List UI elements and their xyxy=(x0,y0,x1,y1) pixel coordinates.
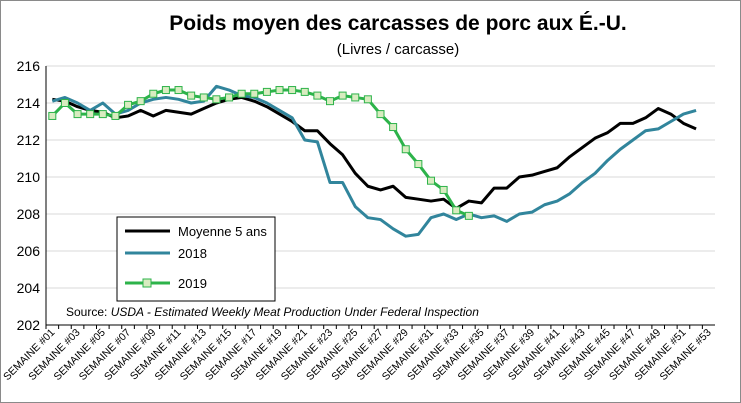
point-2019-16 xyxy=(237,89,246,98)
point-2019-19 xyxy=(275,86,284,95)
y-tick-label-214: 214 xyxy=(17,95,41,111)
point-2019-20 xyxy=(288,86,297,95)
legend-label-2018: 2018 xyxy=(178,246,207,261)
y-tick-label-202: 202 xyxy=(17,317,41,333)
series-group xyxy=(48,84,697,238)
point-2019-13 xyxy=(199,93,208,102)
y-tick-label-210: 210 xyxy=(17,169,41,185)
point-2019-4 xyxy=(86,110,95,119)
point-2019-12 xyxy=(187,91,196,100)
point-2019-26 xyxy=(363,95,372,104)
legend-marker-2019 xyxy=(142,278,152,288)
series-line-moyenne-5-ans xyxy=(52,95,697,210)
point-2019-14 xyxy=(212,95,221,104)
point-2019-22 xyxy=(313,91,322,100)
source-note: Source: USDA - Estimated Weekly Meat Pro… xyxy=(66,305,479,319)
point-2019-17 xyxy=(250,89,259,98)
point-2019-7 xyxy=(124,100,133,109)
source-text: USDA - Estimated Weekly Meat Production … xyxy=(111,305,479,319)
point-2019-29 xyxy=(401,145,410,154)
point-2019-23 xyxy=(326,97,335,106)
chart-title: Poids moyen des carcasses de porc aux É.… xyxy=(169,12,627,35)
y-tick-label-212: 212 xyxy=(17,132,41,148)
point-2019-1 xyxy=(48,111,57,120)
point-2019-11 xyxy=(174,86,183,95)
point-2019-3 xyxy=(73,110,82,119)
point-2019-10 xyxy=(161,86,170,95)
source-label: Source: xyxy=(66,305,111,319)
point-2019-32 xyxy=(439,185,448,194)
y-tick-label-204: 204 xyxy=(17,280,41,296)
chart-subtitle: (Livres / carcasse) xyxy=(337,41,460,58)
legend: Moyenne 5 ans 2018 2019 xyxy=(116,216,276,302)
point-2019-25 xyxy=(351,93,360,102)
y-tick-label-208: 208 xyxy=(17,206,41,222)
y-tick-label-206: 206 xyxy=(17,243,41,259)
point-2019-9 xyxy=(149,89,158,98)
y-tick-label-216: 216 xyxy=(17,58,41,74)
point-2019-6 xyxy=(111,111,120,120)
legend-label-moyenne: Moyenne 5 ans xyxy=(178,224,267,239)
point-2019-21 xyxy=(300,87,309,96)
point-2019-27 xyxy=(376,110,385,119)
point-2019-8 xyxy=(136,97,145,106)
point-2019-30 xyxy=(414,160,423,169)
point-2019-34 xyxy=(464,211,473,220)
point-2019-5 xyxy=(98,110,107,119)
series-line-2019 xyxy=(51,88,470,218)
point-2019-33 xyxy=(452,206,461,215)
point-2019-2 xyxy=(60,99,69,107)
point-2019-31 xyxy=(426,176,435,185)
point-2019-18 xyxy=(262,87,271,96)
legend-label-2019: 2019 xyxy=(178,276,207,291)
series-line-2018 xyxy=(51,84,697,238)
point-2019-24 xyxy=(338,91,347,100)
point-2019-15 xyxy=(225,93,234,102)
point-2019-28 xyxy=(389,123,398,132)
y-axis: 202 204 206 208 210 212 214 216 xyxy=(17,58,715,333)
